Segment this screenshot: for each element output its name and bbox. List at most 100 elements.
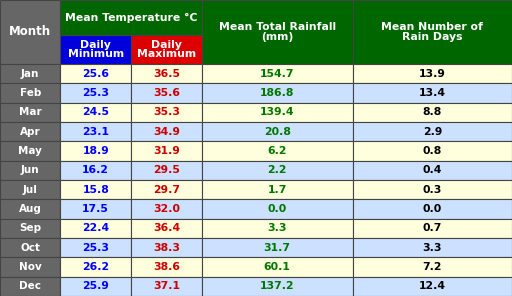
Text: Mean Temperature °C: Mean Temperature °C — [65, 12, 197, 22]
Bar — [131, 64, 202, 83]
Text: 6.2: 6.2 — [267, 146, 287, 156]
Bar — [60, 122, 131, 141]
Text: Minimum: Minimum — [68, 49, 124, 59]
Text: 32.0: 32.0 — [153, 204, 180, 214]
Text: 31.9: 31.9 — [153, 146, 180, 156]
Text: Mean Total Rainfall: Mean Total Rainfall — [219, 22, 336, 32]
Bar — [131, 277, 202, 296]
Text: 7.2: 7.2 — [422, 262, 442, 272]
Text: Oct: Oct — [20, 243, 40, 253]
Text: 2.2: 2.2 — [267, 165, 287, 175]
Text: 38.6: 38.6 — [153, 262, 180, 272]
Text: 137.2: 137.2 — [260, 281, 294, 291]
Text: 25.6: 25.6 — [82, 69, 109, 79]
Bar — [353, 257, 512, 277]
Text: Mar: Mar — [19, 107, 41, 117]
Text: 24.5: 24.5 — [82, 107, 109, 117]
Bar — [131, 180, 202, 199]
Bar — [0, 199, 60, 219]
Text: 23.1: 23.1 — [82, 127, 109, 137]
Bar — [0, 122, 60, 141]
Bar — [0, 83, 60, 103]
Bar — [0, 219, 60, 238]
Text: Month: Month — [9, 25, 51, 38]
Text: 37.1: 37.1 — [153, 281, 180, 291]
Text: 29.5: 29.5 — [153, 165, 180, 175]
Bar — [202, 103, 353, 122]
Text: 16.2: 16.2 — [82, 165, 109, 175]
Bar — [202, 219, 353, 238]
Text: 15.8: 15.8 — [82, 185, 109, 195]
Text: 25.3: 25.3 — [82, 243, 109, 253]
Text: 0.4: 0.4 — [423, 165, 442, 175]
Bar — [60, 238, 131, 257]
Text: Jun: Jun — [21, 165, 39, 175]
Text: 29.7: 29.7 — [153, 185, 180, 195]
Bar — [353, 103, 512, 122]
Bar — [0, 141, 60, 161]
Text: 0.0: 0.0 — [423, 204, 442, 214]
Text: 31.7: 31.7 — [264, 243, 291, 253]
Text: Apr: Apr — [20, 127, 40, 137]
Text: 0.7: 0.7 — [423, 223, 442, 233]
Bar — [353, 64, 512, 83]
Text: 20.8: 20.8 — [264, 127, 291, 137]
Bar — [60, 35, 131, 64]
Text: 8.8: 8.8 — [423, 107, 442, 117]
Bar — [353, 141, 512, 161]
Text: Daily: Daily — [80, 40, 111, 50]
Bar — [60, 0, 202, 35]
Text: 36.4: 36.4 — [153, 223, 180, 233]
Text: 0.3: 0.3 — [423, 185, 442, 195]
Text: Maximum: Maximum — [137, 49, 196, 59]
Text: 154.7: 154.7 — [260, 69, 294, 79]
Text: 13.9: 13.9 — [419, 69, 446, 79]
Bar — [60, 64, 131, 83]
Bar — [131, 161, 202, 180]
Text: 186.8: 186.8 — [260, 88, 294, 98]
Bar — [60, 199, 131, 219]
Text: 25.9: 25.9 — [82, 281, 109, 291]
Bar — [60, 257, 131, 277]
Bar — [202, 238, 353, 257]
Bar — [0, 257, 60, 277]
Text: 35.6: 35.6 — [153, 88, 180, 98]
Text: 0.0: 0.0 — [268, 204, 287, 214]
Text: 3.3: 3.3 — [422, 243, 442, 253]
Bar — [202, 141, 353, 161]
Bar — [202, 83, 353, 103]
Bar — [0, 0, 60, 64]
Bar — [353, 277, 512, 296]
Bar — [60, 161, 131, 180]
Bar — [60, 180, 131, 199]
Bar — [0, 277, 60, 296]
Bar — [60, 277, 131, 296]
Text: 25.3: 25.3 — [82, 88, 109, 98]
Bar — [60, 103, 131, 122]
Bar — [60, 83, 131, 103]
Bar — [60, 219, 131, 238]
Text: Jan: Jan — [21, 69, 39, 79]
Bar — [353, 0, 512, 64]
Bar — [353, 199, 512, 219]
Text: Rain Days: Rain Days — [402, 32, 463, 42]
Bar — [202, 199, 353, 219]
Text: 18.9: 18.9 — [82, 146, 109, 156]
Text: 26.2: 26.2 — [82, 262, 109, 272]
Bar — [131, 199, 202, 219]
Bar — [353, 161, 512, 180]
Bar — [202, 0, 353, 64]
Bar — [0, 238, 60, 257]
Bar — [202, 180, 353, 199]
Bar — [0, 64, 60, 83]
Bar — [131, 219, 202, 238]
Bar — [202, 122, 353, 141]
Text: Sep: Sep — [19, 223, 41, 233]
Text: Aug: Aug — [19, 204, 41, 214]
Text: Nov: Nov — [19, 262, 41, 272]
Bar — [353, 83, 512, 103]
Bar — [131, 83, 202, 103]
Text: 13.4: 13.4 — [419, 88, 446, 98]
Text: 17.5: 17.5 — [82, 204, 109, 214]
Bar — [60, 141, 131, 161]
